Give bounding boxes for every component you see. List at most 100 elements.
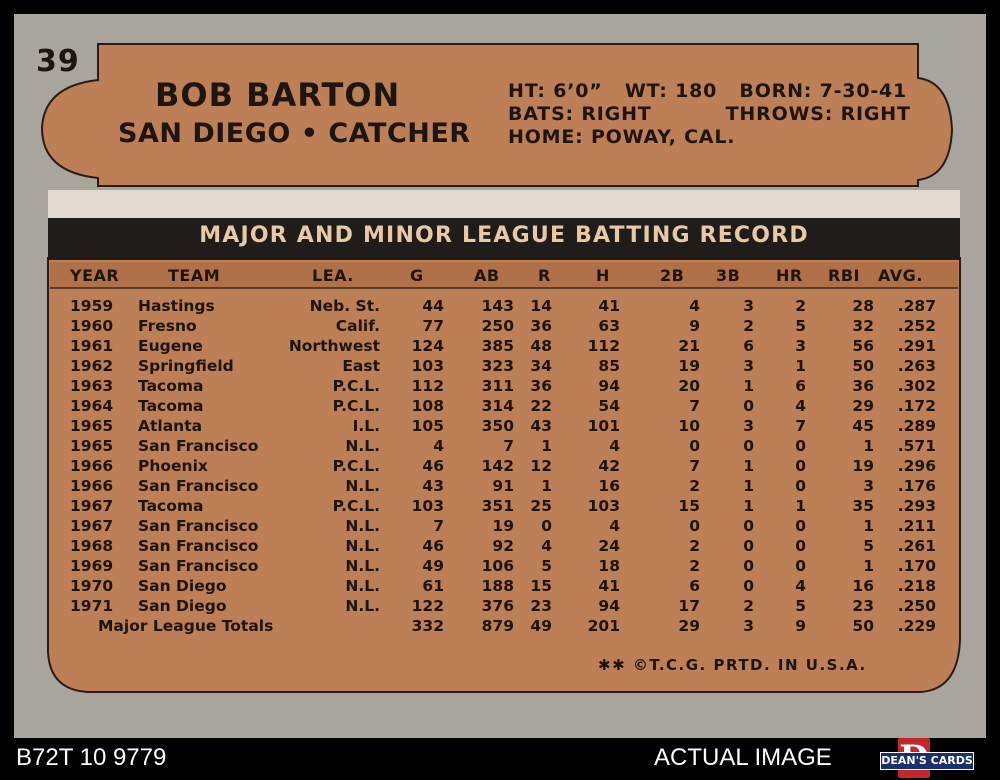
cell-2b: 9 xyxy=(689,317,700,335)
header-g: G xyxy=(410,266,424,285)
cell-year: 1964 xyxy=(70,397,114,415)
cell-g: 46 xyxy=(422,537,444,555)
cell-h: 16 xyxy=(598,477,620,495)
cell-g: 103 xyxy=(411,497,444,515)
cell-hr: 1 xyxy=(795,497,806,515)
header-rbi: RBI xyxy=(828,266,860,285)
cell-ab: 311 xyxy=(481,377,514,395)
cell-avg: .176 xyxy=(897,477,936,495)
cell-ab: 351 xyxy=(481,497,514,515)
cell-team: San Francisco xyxy=(138,477,259,495)
cell-2b: 2 xyxy=(689,557,700,575)
cell-year: 1971 xyxy=(70,597,114,615)
cell-h: 103 xyxy=(587,497,620,515)
cell-avg: .218 xyxy=(897,577,936,595)
cell-ab: 188 xyxy=(481,577,514,595)
cell-lea: N.L. xyxy=(345,597,380,615)
cell-rbi: 1 xyxy=(863,517,874,535)
cell-team: Springfield xyxy=(138,357,234,375)
totals-hr: 9 xyxy=(795,617,806,635)
cell-g: 105 xyxy=(411,417,444,435)
cell-r: 34 xyxy=(530,357,552,375)
cell-rbi: 35 xyxy=(852,497,874,515)
cell-lea: P.C.L. xyxy=(332,397,380,415)
cell-team: San Francisco xyxy=(138,537,259,555)
cell-ab: 143 xyxy=(481,297,514,315)
cell-g: 43 xyxy=(422,477,444,495)
actual-image-label: ACTUAL IMAGE xyxy=(654,744,832,771)
cell-ab: 91 xyxy=(492,477,514,495)
cell-h: 24 xyxy=(598,537,620,555)
cell-hr: 0 xyxy=(795,517,806,535)
cell-3b: 1 xyxy=(743,477,754,495)
cell-r: 43 xyxy=(530,417,552,435)
cell-r: 23 xyxy=(530,597,552,615)
cell-r: 4 xyxy=(541,537,552,555)
cell-2b: 10 xyxy=(678,417,700,435)
cell-3b: 6 xyxy=(743,337,754,355)
cell-2b: 19 xyxy=(678,357,700,375)
cell-year: 1966 xyxy=(70,457,114,475)
cell-2b: 4 xyxy=(689,297,700,315)
cell-2b: 2 xyxy=(689,477,700,495)
cell-r: 22 xyxy=(530,397,552,415)
cell-rbi: 3 xyxy=(863,477,874,495)
cell-hr: 0 xyxy=(795,557,806,575)
cell-team: San Diego xyxy=(138,577,227,595)
cell-hr: 0 xyxy=(795,537,806,555)
cell-lea: P.C.L. xyxy=(332,497,380,515)
header-avg: AVG. xyxy=(878,266,923,285)
cell-r: 0 xyxy=(541,517,552,535)
totals-g: 332 xyxy=(411,617,444,635)
cell-rbi: 1 xyxy=(863,557,874,575)
header-h: H xyxy=(596,266,610,285)
cell-3b: 0 xyxy=(743,577,754,595)
cell-r: 36 xyxy=(530,377,552,395)
cell-team: San Francisco xyxy=(138,437,259,455)
totals-h: 201 xyxy=(587,617,620,635)
cell-team: Eugene xyxy=(138,337,203,355)
cell-h: 4 xyxy=(609,517,620,535)
cell-g: 49 xyxy=(422,557,444,575)
header-lea: LEA. xyxy=(312,266,354,285)
cell-rbi: 19 xyxy=(852,457,874,475)
cell-rbi: 16 xyxy=(852,577,874,595)
cell-lea: N.L. xyxy=(345,517,380,535)
cell-year: 1969 xyxy=(70,557,114,575)
cell-year: 1967 xyxy=(70,497,114,515)
cell-r: 12 xyxy=(530,457,552,475)
cell-3b: 3 xyxy=(743,417,754,435)
cell-avg: .287 xyxy=(897,297,936,315)
totals-avg: .229 xyxy=(897,617,936,635)
deans-cards-logo: D DEAN'S CARDS xyxy=(880,738,980,778)
cell-r: 1 xyxy=(541,477,552,495)
cell-team: Phoenix xyxy=(138,457,208,475)
cell-3b: 0 xyxy=(743,517,754,535)
cell-year: 1968 xyxy=(70,537,114,555)
cell-ab: 250 xyxy=(481,317,514,335)
cell-2b: 17 xyxy=(678,597,700,615)
cell-lea: N.L. xyxy=(345,477,380,495)
card-number: 39 xyxy=(36,44,80,79)
header-stripe xyxy=(50,262,958,288)
cell-year: 1963 xyxy=(70,377,114,395)
cell-3b: 0 xyxy=(743,557,754,575)
record-title: MAJOR AND MINOR LEAGUE BATTING RECORD xyxy=(199,223,809,248)
cell-h: 94 xyxy=(598,377,620,395)
cell-hr: 4 xyxy=(795,397,806,415)
cell-rbi: 32 xyxy=(852,317,874,335)
cell-year: 1967 xyxy=(70,517,114,535)
cert-number: B72T 10 9779 xyxy=(16,744,167,771)
player-name: BOB BARTON xyxy=(155,76,401,114)
cell-rbi: 50 xyxy=(852,357,874,375)
cell-2b: 0 xyxy=(689,517,700,535)
cell-hr: 4 xyxy=(795,577,806,595)
cell-year: 1970 xyxy=(70,577,114,595)
copyright: ✱✱ ©T.C.G. PRTD. IN U.S.A. xyxy=(598,656,867,674)
cell-hr: 7 xyxy=(795,417,806,435)
cell-year: 1962 xyxy=(70,357,114,375)
totals-r: 49 xyxy=(530,617,552,635)
cell-h: 112 xyxy=(587,337,620,355)
cell-avg: .291 xyxy=(897,337,936,355)
cell-g: 77 xyxy=(422,317,444,335)
